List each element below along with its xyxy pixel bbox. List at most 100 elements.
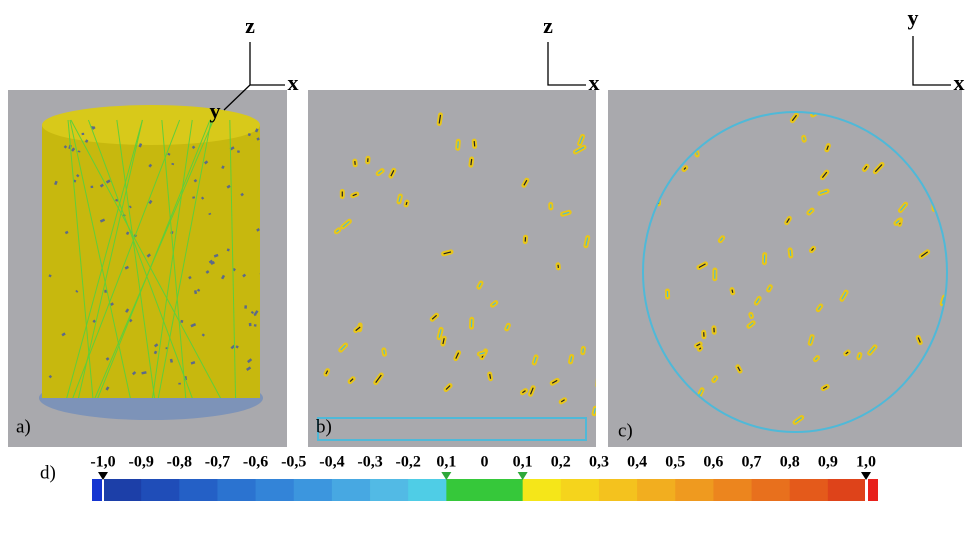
pore xyxy=(227,186,230,188)
pore xyxy=(606,323,608,329)
colorbar-label: -0,7 xyxy=(205,454,230,471)
pore xyxy=(193,147,195,148)
pore xyxy=(228,249,229,251)
pore xyxy=(214,255,218,256)
pore xyxy=(206,271,208,273)
colorbar-label: 0,6 xyxy=(703,454,723,471)
pore xyxy=(234,269,235,271)
axis-label: x xyxy=(288,70,299,95)
axis-label: z xyxy=(543,13,553,38)
colorbar-cell xyxy=(828,479,867,501)
pore xyxy=(55,181,56,185)
pore xyxy=(86,140,87,142)
panel-label: d) xyxy=(40,462,56,483)
pore xyxy=(194,180,196,181)
colorbar-cell xyxy=(103,479,142,501)
pore xyxy=(222,275,224,278)
colorbar-cell xyxy=(599,479,638,501)
colorbar-cell xyxy=(675,479,714,501)
colorbar-label: 0,1 xyxy=(436,454,456,471)
colorbar-cell xyxy=(332,479,371,501)
colorbar-marker xyxy=(98,472,108,480)
pore xyxy=(140,144,141,148)
pore xyxy=(602,382,603,386)
pore xyxy=(133,372,136,374)
pore-edge xyxy=(471,159,472,165)
pore xyxy=(203,334,204,336)
colorbar-label: -0,3 xyxy=(357,454,382,471)
colorbar-cell xyxy=(446,479,485,501)
pore xyxy=(249,133,250,135)
pore-edge xyxy=(583,348,584,352)
colorbar-marker xyxy=(861,472,871,480)
colorbar-cell xyxy=(294,479,333,501)
colorbar-cell xyxy=(408,479,447,501)
pore xyxy=(171,359,172,363)
panel-label: c) xyxy=(618,420,633,441)
colorbar-cell xyxy=(523,479,562,501)
colorbar-cell xyxy=(713,479,752,501)
pore xyxy=(222,166,223,169)
pore-edge xyxy=(602,382,603,386)
pore xyxy=(238,151,239,153)
colorbar-cell xyxy=(370,479,409,501)
pore xyxy=(130,320,132,322)
panel-b xyxy=(308,90,596,447)
colorbar-label: 0,8 xyxy=(780,454,800,471)
pore-edge xyxy=(804,137,805,140)
colorbar-end xyxy=(92,479,103,501)
colorbar-marker xyxy=(441,472,451,480)
pore xyxy=(252,312,253,314)
pore-edge xyxy=(732,290,733,293)
pore xyxy=(147,254,150,256)
pore xyxy=(195,290,196,294)
axis-label: y xyxy=(908,5,919,30)
pore xyxy=(189,277,191,278)
colorbar-label: 0,2 xyxy=(551,454,571,471)
pore xyxy=(77,175,79,177)
pore xyxy=(107,181,111,183)
pore xyxy=(598,379,599,386)
pore xyxy=(106,358,108,360)
colorbar-label: -0,6 xyxy=(243,454,268,471)
pore xyxy=(93,320,95,322)
pore xyxy=(101,185,104,187)
pore xyxy=(257,138,259,139)
pore xyxy=(155,344,158,346)
pore xyxy=(50,376,52,378)
pore xyxy=(125,267,128,269)
colorbar-label: 1,0 xyxy=(856,454,876,471)
colorbar-end xyxy=(868,479,878,501)
pore xyxy=(76,291,77,292)
pore-edge xyxy=(474,141,475,146)
pore-edge xyxy=(384,350,385,354)
pore xyxy=(237,346,238,348)
pore xyxy=(257,229,260,231)
pore xyxy=(142,372,147,373)
colorbar-cell xyxy=(256,479,295,501)
pore xyxy=(127,232,128,235)
colorbar-label: -0,5 xyxy=(281,454,306,471)
pore xyxy=(209,261,212,263)
pore xyxy=(62,333,65,335)
pore xyxy=(254,314,256,315)
colorbar-label: -1,0 xyxy=(90,454,115,471)
pore xyxy=(150,201,152,204)
cylinder-top xyxy=(42,105,260,145)
pore xyxy=(256,129,258,132)
colorbar-label: 0,4 xyxy=(627,454,647,471)
pore xyxy=(243,275,245,277)
pore xyxy=(210,213,211,215)
pore xyxy=(149,165,151,167)
colorbar-label: 0,1 xyxy=(513,454,533,471)
pore xyxy=(155,351,156,354)
pore xyxy=(126,309,128,312)
pore xyxy=(168,153,169,155)
colorbar-marker xyxy=(518,472,528,480)
pore xyxy=(111,303,114,305)
colorbar-cell xyxy=(179,479,218,501)
colorbar-label: 0,9 xyxy=(818,454,838,471)
pore-edge xyxy=(790,250,791,256)
colorbar-cell xyxy=(752,479,791,501)
colorbar-cell xyxy=(217,479,256,501)
